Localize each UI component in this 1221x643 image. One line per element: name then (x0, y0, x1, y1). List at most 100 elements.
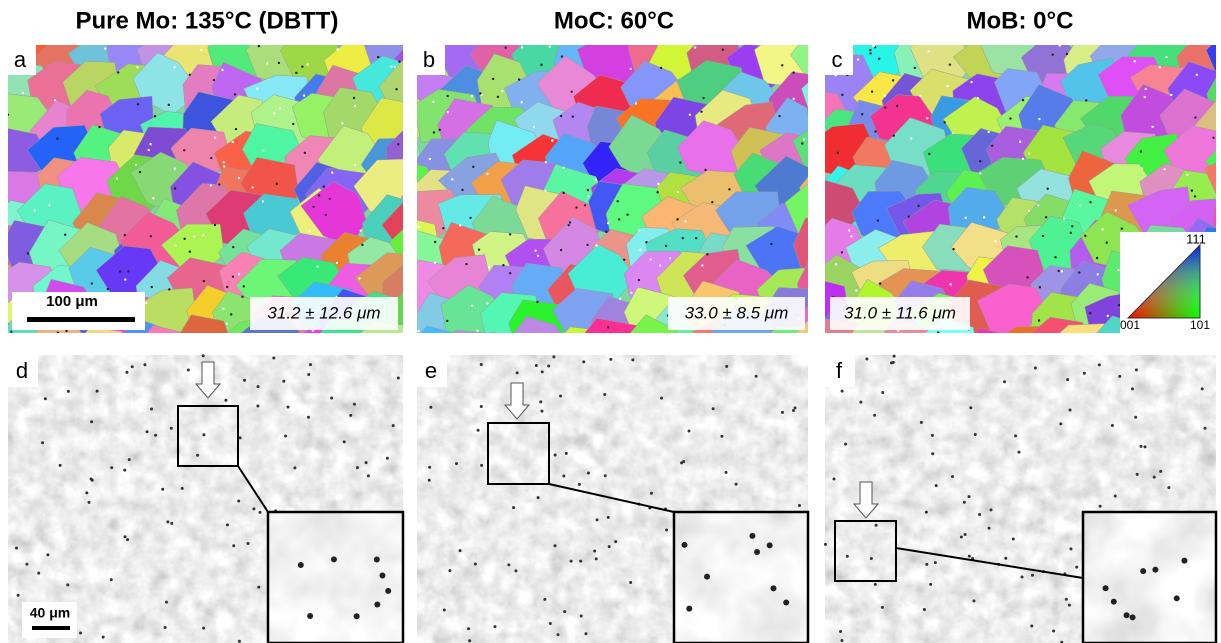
pore (587, 189, 589, 191)
pit (17, 594, 20, 597)
pore (907, 216, 909, 218)
pit (607, 516, 610, 519)
panel-label: b (423, 47, 435, 72)
pore (607, 326, 609, 328)
pore (150, 235, 152, 237)
pore (174, 245, 176, 247)
pore (135, 164, 137, 166)
pit (85, 491, 88, 494)
pit (37, 572, 40, 575)
pore (98, 126, 100, 128)
pore (629, 68, 631, 70)
pit (1012, 537, 1015, 540)
pore (792, 71, 794, 73)
pore (630, 292, 632, 294)
pit (1075, 566, 1078, 569)
pore (1196, 74, 1198, 76)
pore (837, 152, 839, 154)
pore (694, 46, 696, 48)
pit (1059, 422, 1062, 425)
pore (669, 257, 671, 259)
pore (623, 259, 625, 261)
pore (983, 216, 985, 218)
pore (353, 97, 355, 99)
pit (584, 632, 587, 635)
pore (323, 185, 325, 187)
pore (803, 138, 805, 140)
pore (1071, 225, 1073, 227)
pit (1098, 363, 1101, 366)
pore (434, 261, 436, 263)
pit (935, 484, 938, 487)
panel-label: a (14, 47, 27, 72)
pore (303, 94, 305, 96)
pore (54, 99, 56, 101)
pore (1194, 195, 1196, 197)
pore (979, 160, 981, 162)
pore (1042, 235, 1044, 237)
pore (476, 330, 478, 332)
pit (535, 364, 538, 367)
pore (200, 49, 202, 51)
pit (833, 477, 836, 480)
pit (1014, 434, 1017, 437)
pit (593, 549, 596, 552)
pit (1099, 505, 1102, 508)
pore (1085, 99, 1087, 101)
pit (1131, 387, 1134, 390)
pore (540, 64, 542, 66)
pit (79, 632, 82, 635)
pit (353, 403, 356, 406)
pore (521, 46, 523, 48)
pore (545, 161, 547, 163)
pit (1103, 585, 1109, 591)
pore (991, 144, 993, 146)
pit (1174, 595, 1180, 601)
pore (486, 173, 488, 175)
pore (952, 248, 954, 250)
pore (214, 224, 216, 226)
pore (223, 165, 225, 167)
pit (1065, 598, 1068, 601)
pit (165, 601, 168, 604)
pit (794, 406, 797, 409)
pore (979, 172, 981, 174)
pit (582, 360, 585, 363)
grain (437, 0, 505, 51)
pit (579, 560, 582, 563)
pore (429, 158, 431, 160)
pore (202, 234, 204, 236)
pit (846, 555, 849, 558)
pit (468, 639, 471, 642)
pore (1066, 53, 1068, 55)
pore (695, 237, 697, 239)
pore (1140, 150, 1142, 152)
pore (626, 214, 628, 216)
pore (497, 96, 499, 98)
pore (1163, 168, 1165, 170)
pore (1009, 117, 1011, 119)
pit (443, 608, 446, 611)
pore (728, 188, 730, 190)
pore (1194, 116, 1196, 118)
pit (960, 536, 963, 539)
pore (434, 241, 436, 243)
pore (501, 90, 503, 92)
pore (679, 161, 681, 163)
pit (331, 556, 337, 562)
pit (755, 375, 758, 378)
pit (725, 365, 728, 368)
pore (877, 219, 879, 221)
pit (224, 399, 227, 402)
grain-size: 33.0 ± 8.5 μm (685, 303, 789, 322)
pit (91, 479, 94, 482)
pore (398, 60, 400, 62)
pit (286, 405, 289, 408)
pore (544, 190, 546, 192)
pore (354, 164, 356, 166)
pore (919, 95, 921, 97)
pit (870, 557, 873, 560)
pit (428, 466, 431, 469)
pit (379, 572, 385, 578)
pore (988, 131, 990, 133)
